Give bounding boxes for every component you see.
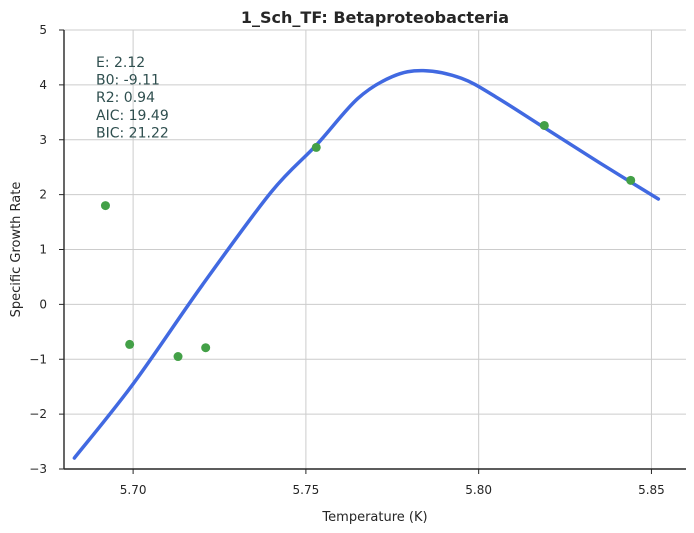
y-tick-label: 4 [39,78,47,92]
annotation-b0: B0: -9.11 [96,73,160,89]
data-point [626,175,636,185]
y-axis-label: Specific Growth Rate [9,182,24,318]
data-point [173,352,183,362]
x-tick-label: 5.80 [465,483,492,497]
x-axis-label: Temperature (K) [321,510,427,525]
x-tick-label: 5.85 [638,483,665,497]
annotation-aic: AIC: 19.49 [96,108,169,124]
annotation-bic: BIC: 21.22 [96,125,169,141]
x-ticks: 5.70 5.75 5.80 5.85 [120,469,665,497]
y-tick-label: −3 [29,462,47,476]
annotation-e: E: 2.12 [96,55,145,71]
data-point [201,343,211,353]
chart-title: 1_Sch_TF: Betaproteobacteria [241,8,509,27]
data-point [125,339,135,349]
y-tick-label: 1 [39,243,47,257]
y-tick-label: 0 [39,297,47,311]
fit-statistics: E: 2.12 B0: -9.11 R2: 0.94 AIC: 19.49 BI… [96,55,169,141]
y-tick-label: 5 [39,23,47,37]
x-tick-label: 5.70 [120,483,147,497]
y-tick-label: −2 [29,407,47,421]
data-point [539,120,549,130]
y-ticks: −3 −2 −1 0 1 2 3 4 5 [29,23,64,476]
y-tick-label: 3 [39,133,47,147]
data-point [311,142,321,152]
x-tick-label: 5.75 [293,483,320,497]
y-tick-label: 2 [39,188,47,202]
annotation-r2: R2: 0.94 [96,90,155,106]
grid [64,29,686,470]
y-tick-label: −1 [29,352,47,366]
data-points-group [100,120,636,362]
data-point [100,201,110,211]
